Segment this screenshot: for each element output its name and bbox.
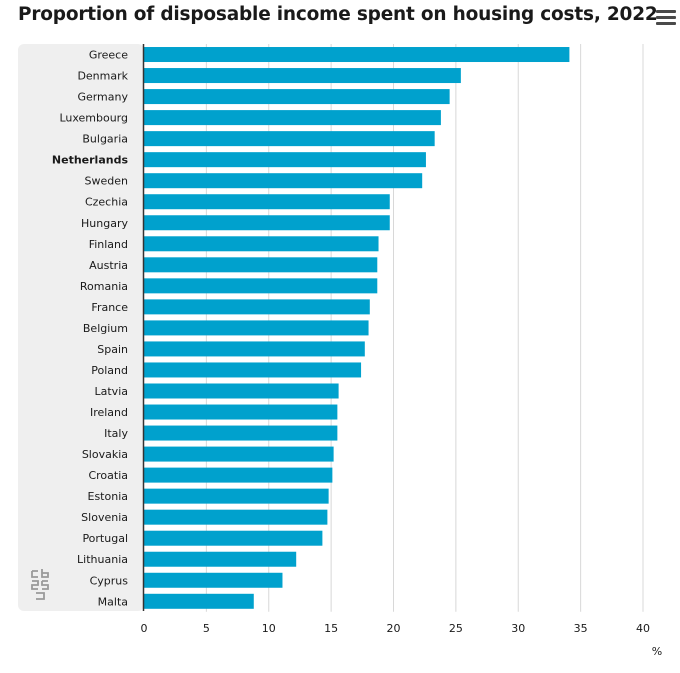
x-tick-label: 30 [511, 622, 525, 635]
cbs-logo-icon [31, 569, 49, 600]
category-label: Slovenia [81, 511, 128, 524]
logo-stroke [41, 569, 49, 578]
menu-line [656, 16, 676, 19]
bar-luxembourg[interactable] [144, 110, 441, 126]
category-label: Slovakia [82, 448, 128, 461]
bar-finland[interactable] [144, 236, 379, 252]
bar-slovakia[interactable] [144, 446, 334, 462]
bar-romania[interactable] [144, 278, 378, 294]
category-label: Austria [89, 259, 128, 272]
x-tick-label: 35 [574, 622, 588, 635]
category-label: Estonia [88, 490, 129, 503]
logo-stroke [36, 592, 45, 600]
category-label: Sweden [85, 175, 128, 188]
category-label: Bulgaria [82, 133, 128, 146]
category-label: Latvia [95, 385, 129, 398]
category-label: Cyprus [90, 574, 129, 587]
bar-poland[interactable] [144, 362, 362, 378]
x-tick-label: 15 [324, 622, 338, 635]
category-label-panel [18, 44, 144, 611]
category-label: Germany [77, 91, 128, 104]
bar-lithuania[interactable] [144, 551, 297, 567]
category-labels: Greece Denmark Germany Luxembourg Bulgaria Ne… [52, 49, 129, 609]
menu-line [656, 10, 676, 13]
bar-austria[interactable] [144, 257, 378, 273]
category-label: Spain [97, 343, 128, 356]
bar-latvia[interactable] [144, 383, 339, 399]
category-label: Belgium [83, 322, 128, 335]
x-tick-label: 10 [262, 622, 276, 635]
category-label: Italy [104, 427, 128, 440]
bar-france[interactable] [144, 299, 370, 315]
bar-denmark[interactable] [144, 68, 461, 84]
x-tick-label: 0 [141, 622, 148, 635]
x-tick-label: 25 [449, 622, 463, 635]
x-axis-unit-label: % [652, 645, 662, 658]
logo-stroke [41, 580, 49, 590]
category-label: Netherlands [52, 154, 129, 167]
x-tick-label: 20 [387, 622, 401, 635]
bar-germany[interactable] [144, 89, 450, 105]
bar-hungary[interactable] [144, 215, 390, 231]
bar-croatia[interactable] [144, 467, 333, 483]
x-tick-label: 5 [203, 622, 210, 635]
category-label: France [91, 301, 128, 314]
bar-slovenia[interactable] [144, 509, 328, 525]
bars [144, 47, 570, 609]
category-label: Malta [98, 595, 128, 608]
x-tick-labels: 0 5 10 15 20 25 30 35 40 [141, 622, 651, 635]
bar-greece[interactable] [144, 47, 570, 63]
logo-stroke [31, 580, 39, 590]
x-tick-label: 40 [636, 622, 650, 635]
category-label: Denmark [77, 70, 128, 83]
category-label: Greece [89, 49, 128, 62]
category-label: Poland [91, 364, 128, 377]
bar-czechia[interactable] [144, 194, 390, 210]
category-label: Czechia [85, 196, 128, 209]
bar-spain[interactable] [144, 341, 365, 357]
category-label: Finland [89, 238, 128, 251]
bar-ireland[interactable] [144, 404, 338, 420]
bar-cyprus[interactable] [144, 572, 283, 588]
bar-estonia[interactable] [144, 488, 329, 504]
logo-stroke [31, 570, 38, 578]
category-label: Luxembourg [59, 112, 128, 125]
category-label: Hungary [81, 217, 128, 230]
category-label: Lithuania [77, 553, 128, 566]
bar-sweden[interactable] [144, 173, 423, 189]
bar-belgium[interactable] [144, 320, 369, 336]
category-label: Croatia [88, 469, 128, 482]
category-label: Romania [80, 280, 128, 293]
menu-line [656, 22, 676, 25]
category-label: Portugal [82, 532, 128, 545]
category-label: Ireland [90, 406, 128, 419]
bar-portugal[interactable] [144, 530, 323, 546]
bar-italy[interactable] [144, 425, 338, 441]
bar-netherlands[interactable] [144, 152, 426, 168]
chart-title: Proportion of disposable income spent on… [18, 4, 658, 25]
hamburger-menu-icon[interactable] [656, 10, 676, 28]
bar-malta[interactable] [144, 593, 254, 609]
bar-bulgaria[interactable] [144, 131, 435, 147]
